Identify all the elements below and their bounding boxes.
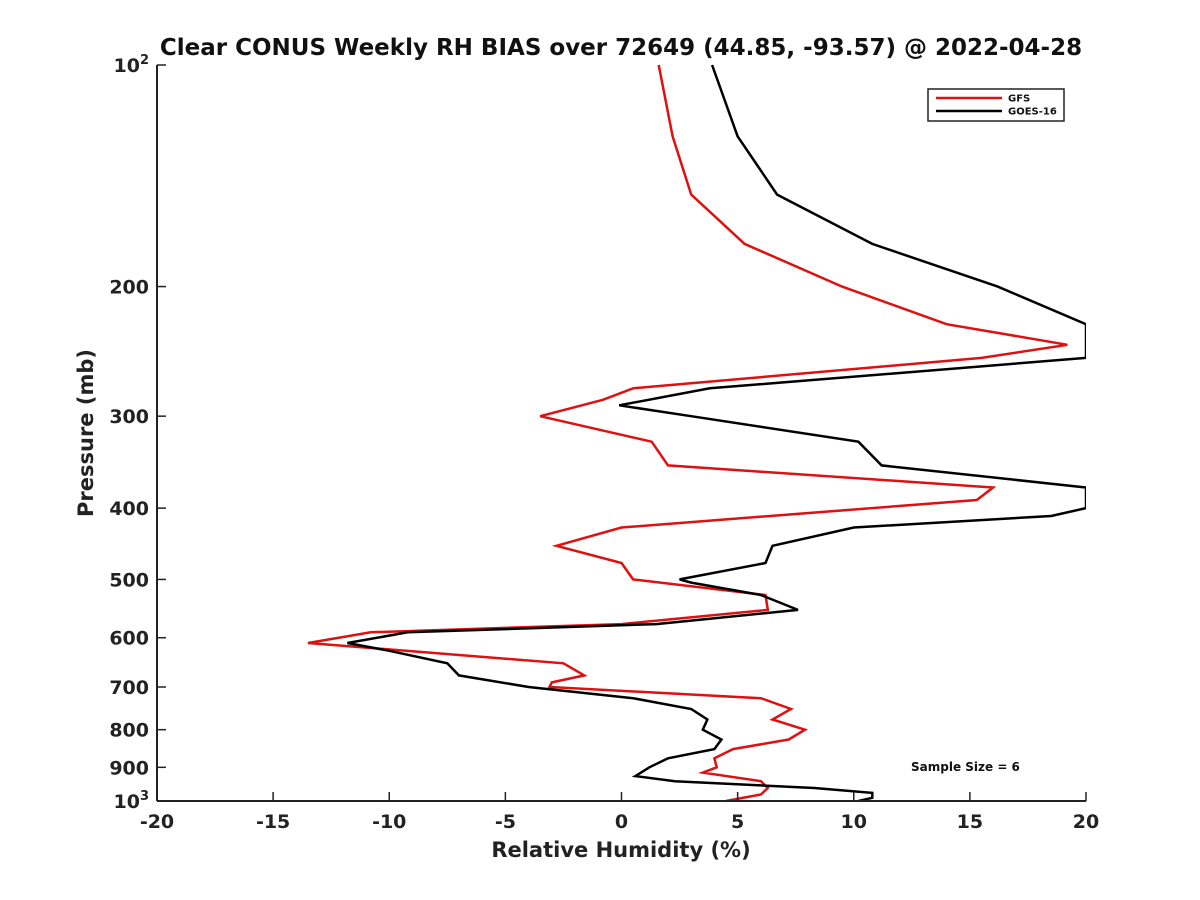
x-tick-label: -5: [495, 811, 516, 833]
series-line-goes16: [347, 64, 1086, 803]
y-tick-label: 900: [109, 757, 149, 779]
y-tick-label: 600: [109, 628, 149, 650]
y-tick-label: 300: [109, 406, 149, 428]
y-tick-label: 800: [109, 720, 149, 742]
sample-size-annotation: Sample Size = 6: [911, 760, 1020, 774]
y-tick-label: 500: [109, 569, 149, 591]
legend-box: [927, 88, 1065, 122]
series-layer: [307, 64, 1086, 803]
x-tick-label: 0: [615, 811, 628, 833]
legend: GFS GOES-16: [927, 88, 1065, 122]
y-ticks: 102 200 300 400 500 600 700 800 900 103: [109, 53, 166, 813]
x-tick-label: 15: [957, 811, 983, 833]
y-tick-label: 400: [109, 498, 149, 520]
y-tick-label: 103: [114, 789, 150, 813]
y-tick-label: 700: [109, 677, 149, 699]
legend-label-gfs: GFS: [1008, 94, 1030, 105]
x-tick-label: 10: [841, 811, 867, 833]
series-line-gfs: [307, 64, 1068, 803]
x-ticks: -20 -15 -10 -5 0 5 10 15 20: [140, 792, 1099, 833]
x-tick-label: -20: [140, 811, 174, 833]
x-tick-label: -15: [256, 811, 290, 833]
y-axis-label: Pressure (mb): [74, 349, 98, 517]
x-tick-label: -10: [372, 811, 406, 833]
y-tick-label: 200: [109, 277, 149, 299]
x-tick-label: 5: [731, 811, 744, 833]
y-tick-label: 102: [114, 53, 150, 77]
plot-area: [157, 65, 1086, 801]
x-tick-label: 20: [1073, 811, 1099, 833]
x-axis-label: Relative Humidity (%): [491, 838, 750, 862]
legend-label-goes16: GOES-16: [1008, 107, 1057, 118]
chart-title: Clear CONUS Weekly RH BIAS over 72649 (4…: [160, 35, 1082, 61]
